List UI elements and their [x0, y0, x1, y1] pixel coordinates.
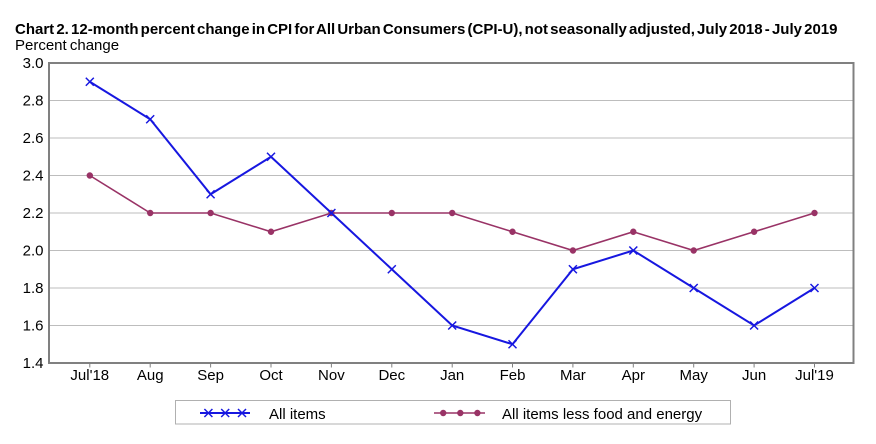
svg-text:2.8: 2.8 — [23, 93, 44, 110]
svg-text:2.0: 2.0 — [23, 243, 44, 260]
svg-text:Feb: Feb — [500, 367, 526, 384]
svg-text:May: May — [680, 367, 709, 384]
svg-text:1.6: 1.6 — [23, 318, 44, 335]
svg-text:All items: All items — [269, 406, 326, 423]
svg-text:Dec: Dec — [378, 367, 405, 384]
svg-text:Apr: Apr — [622, 367, 645, 384]
svg-text:Jun: Jun — [742, 367, 766, 384]
svg-text:2.6: 2.6 — [23, 130, 44, 147]
svg-text:Jan: Jan — [440, 367, 464, 384]
svg-text:3.0: 3.0 — [23, 55, 44, 72]
svg-text:Oct: Oct — [259, 367, 283, 384]
svg-text:Jul'19: Jul'19 — [795, 367, 834, 384]
svg-text:Sep: Sep — [197, 367, 224, 384]
svg-text:All items less food and energy: All items less food and energy — [502, 406, 703, 423]
svg-text:1.8: 1.8 — [23, 280, 44, 297]
svg-text:Mar: Mar — [560, 367, 586, 384]
svg-text:Jul'18: Jul'18 — [70, 367, 109, 384]
svg-text:Nov: Nov — [318, 367, 345, 384]
svg-text:1.4: 1.4 — [23, 355, 44, 372]
svg-text:Aug: Aug — [137, 367, 164, 384]
svg-text:2.2: 2.2 — [23, 205, 44, 222]
svg-text:2.4: 2.4 — [23, 168, 44, 185]
